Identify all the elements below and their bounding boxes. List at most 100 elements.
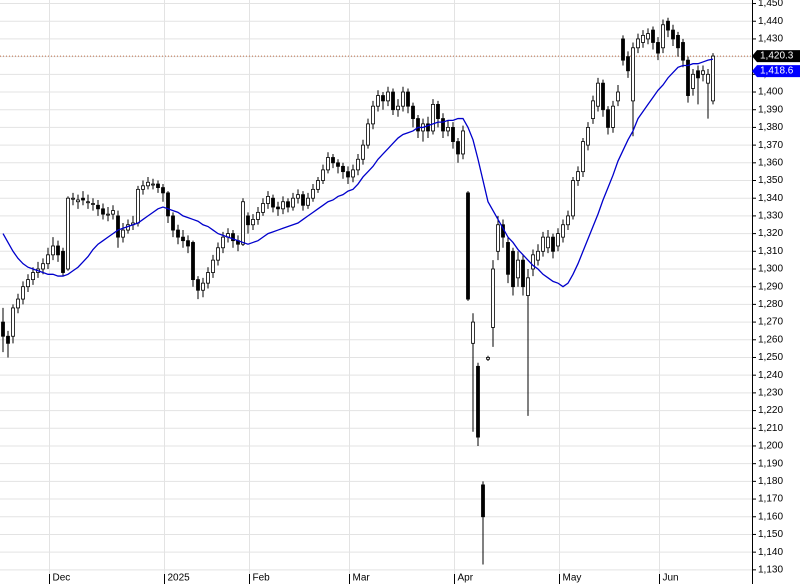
price-tag (752, 65, 800, 78)
price-tag (752, 50, 800, 63)
candle-body (656, 42, 660, 54)
candle-body (411, 105, 415, 119)
candle-body (571, 180, 575, 217)
candle-body (96, 204, 100, 210)
candle-body (391, 91, 395, 111)
y-tick-label: 1,230 (758, 388, 783, 399)
x-tick-label: Jun (663, 573, 679, 584)
candle-body (6, 335, 10, 344)
y-tick-label: 1,250 (758, 352, 783, 363)
candle-body (116, 215, 120, 238)
y-tick-label: 1,380 (758, 122, 783, 133)
candle-body (696, 70, 700, 79)
candle-body (686, 59, 690, 96)
candle-body (406, 91, 410, 107)
y-tick-label: 1,340 (758, 193, 783, 204)
candle-body (611, 105, 615, 128)
candle-body (326, 157, 330, 171)
candle-body (141, 185, 145, 190)
candle-body (206, 272, 210, 284)
candle-body (646, 33, 650, 40)
candle-body (81, 197, 85, 201)
candle-body (111, 210, 115, 215)
candle-body (641, 34, 645, 43)
candle-body (671, 29, 675, 40)
candle-body (466, 192, 470, 300)
y-tick-label: 1,400 (758, 87, 783, 98)
candle-body (676, 34, 680, 49)
candle-body (581, 141, 585, 173)
candle-body (166, 192, 170, 217)
candle-body (231, 233, 235, 242)
candle-body (321, 169, 325, 181)
candle-body (416, 118, 420, 132)
candle-body (356, 158, 360, 171)
y-tick-label: 1,160 (758, 511, 783, 522)
candle-body (636, 38, 640, 49)
price-tag-label: 1,418.6 (760, 66, 794, 77)
candle-body (86, 201, 90, 204)
y-tick-label: 1,190 (758, 458, 783, 469)
x-tick-label: 2025 (168, 573, 191, 584)
y-tick-label: 1,200 (758, 441, 783, 452)
y-tick-label: 1,280 (758, 299, 783, 310)
candle-body (276, 206, 280, 210)
y-tick-label: 1,450 (758, 0, 783, 9)
candle-body (651, 29, 655, 43)
candle-body (201, 282, 205, 291)
candle-body (521, 259, 525, 288)
candle-body (151, 183, 155, 186)
candle-body (311, 188, 315, 199)
y-tick-label: 1,440 (758, 16, 783, 27)
candle-body (691, 73, 695, 89)
candle-body (461, 130, 465, 155)
candle-body (256, 211, 260, 220)
candle-body (76, 199, 80, 203)
y-tick-label: 1,140 (758, 547, 783, 558)
candle-body (196, 279, 200, 291)
y-tick-label: 1,170 (758, 494, 783, 505)
y-tick-label: 1,290 (758, 281, 783, 292)
candle-body (171, 215, 175, 231)
candle-body (181, 236, 185, 242)
candle-body (1, 321, 5, 337)
candle-body (371, 105, 375, 125)
candle-body (11, 307, 15, 337)
candle-body (491, 268, 495, 328)
candle-body (251, 219, 255, 226)
candle-body (601, 82, 605, 111)
y-tick-label: 1,430 (758, 34, 783, 45)
candle-body (211, 259, 215, 273)
candle-body (596, 82, 600, 107)
candle-body (61, 250, 65, 273)
candle-body (701, 70, 705, 75)
candle-body (446, 127, 450, 132)
candle-body (381, 95, 385, 102)
candle-body (516, 259, 520, 279)
candle-body (396, 105, 400, 111)
candle-body (561, 224, 565, 238)
candle-body (681, 42, 685, 61)
candle-body (161, 187, 165, 194)
candle-body (551, 236, 555, 252)
y-tick-label: 1,270 (758, 317, 783, 328)
candle-body (476, 365, 480, 438)
candle-body (431, 104, 435, 132)
candle-body (401, 91, 405, 107)
candle-body (531, 254, 535, 270)
candle-body (16, 298, 20, 309)
candle-body (221, 236, 225, 249)
x-tick-label: Mar (353, 573, 371, 584)
candle-body (261, 203, 265, 213)
y-tick-label: 1,260 (758, 334, 783, 345)
candle-body (296, 194, 300, 199)
candle-body (541, 236, 545, 252)
candle-body (156, 183, 160, 188)
candle-body (586, 127, 590, 146)
candle-body (316, 180, 320, 190)
candle-body (621, 38, 625, 61)
y-tick-label: 1,240 (758, 370, 783, 381)
candle-body (106, 213, 110, 216)
